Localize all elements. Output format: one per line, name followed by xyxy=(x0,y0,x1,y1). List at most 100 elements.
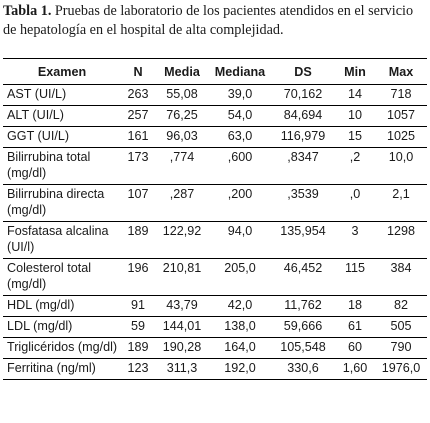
cell-n: 59 xyxy=(130,319,145,333)
table-header: Examen N Media Mediana DS Min Max xyxy=(3,58,427,85)
cell-max: 384 xyxy=(390,261,412,275)
table-caption: Tabla 1. Pruebas de laboratorio de los p… xyxy=(3,2,427,40)
cell-mediana: ,200 xyxy=(227,187,253,201)
cell-mediana: 39,0 xyxy=(227,87,253,101)
table-body: AST (UI/L) 263 55,08 39,0 70,162 14 718 … xyxy=(3,85,427,380)
cell-n: 189 xyxy=(127,224,149,238)
header-ds: DS xyxy=(294,64,312,79)
cell-media: ,287 xyxy=(169,187,195,201)
cell-ds: 330,6 xyxy=(287,361,319,375)
cell-min: 14 xyxy=(347,87,362,101)
cell-media: 96,03 xyxy=(166,129,198,143)
cell-examen: Triglicéridos (mg/dl) xyxy=(7,340,118,354)
table-row: AST (UI/L) 263 55,08 39,0 70,162 14 718 xyxy=(3,85,427,106)
cell-mediana: 138,0 xyxy=(224,319,256,333)
header-row: Examen N Media Mediana DS Min Max xyxy=(3,58,427,85)
cell-n: 196 xyxy=(127,261,149,275)
cell-mediana: ,600 xyxy=(227,150,253,164)
cell-ds: 59,666 xyxy=(283,319,323,333)
cell-mediana: 94,0 xyxy=(227,224,253,238)
cell-min: 1,60 xyxy=(342,361,368,375)
cell-ds: 70,162 xyxy=(283,87,323,101)
cell-mediana: 54,0 xyxy=(227,108,253,122)
header-media: Media xyxy=(164,64,200,79)
cell-max: 718 xyxy=(390,87,412,101)
table-row: Bilirrubina total (mg/dl) 173 ,774 ,600 … xyxy=(3,148,427,185)
cell-n: 257 xyxy=(127,108,149,122)
cell-examen: HDL (mg/dl) xyxy=(7,298,75,312)
header-max: Max xyxy=(388,64,414,79)
cell-media: 190,28 xyxy=(162,340,202,354)
cell-max: 505 xyxy=(390,319,412,333)
caption-text: Pruebas de laboratorio de los pacientes … xyxy=(3,3,414,38)
cell-examen: AST (UI/L) xyxy=(7,87,67,101)
header-examen: Examen xyxy=(37,64,87,79)
table-row: Colesterol total (mg/dl) 196 210,81 205,… xyxy=(3,259,427,296)
cell-examen: Fosfatasa alcalina (UI/l) xyxy=(7,224,109,254)
cell-max: 10,0 xyxy=(388,150,414,164)
cell-examen: Bilirrubina total (mg/dl) xyxy=(7,150,91,180)
table-row: Bilirrubina directa (mg/dl) 107 ,287 ,20… xyxy=(3,185,427,222)
cell-ds: ,3539 xyxy=(287,187,319,201)
cell-n: 263 xyxy=(127,87,149,101)
cell-mediana: 205,0 xyxy=(224,261,256,275)
cell-max: 790 xyxy=(390,340,412,354)
cell-max: 1057 xyxy=(386,108,416,122)
cell-n: 123 xyxy=(127,361,149,375)
cell-max: 2,1 xyxy=(392,187,410,201)
cell-media: 76,25 xyxy=(166,108,198,122)
table-row: LDL (mg/dl) 59 144,01 138,0 59,666 61 50… xyxy=(3,317,427,338)
cell-min: 10 xyxy=(347,108,362,122)
cell-min: 3 xyxy=(351,224,359,238)
table-row: ALT (UI/L) 257 76,25 54,0 84,694 10 1057 xyxy=(3,106,427,127)
cell-n: 107 xyxy=(127,187,149,201)
header-min: Min xyxy=(344,64,366,79)
cell-media: ,774 xyxy=(169,150,195,164)
cell-media: 144,01 xyxy=(162,319,202,333)
cell-examen: GGT (UI/L) xyxy=(7,129,70,143)
cell-ds: 84,694 xyxy=(283,108,323,122)
cell-min: 61 xyxy=(347,319,362,333)
cell-min: 18 xyxy=(347,298,362,312)
cell-n: 189 xyxy=(127,340,149,354)
cell-max: 1976,0 xyxy=(381,361,421,375)
cell-mediana: 164,0 xyxy=(224,340,256,354)
lab-results-table: Examen N Media Mediana DS Min Max AST (U… xyxy=(3,58,427,380)
table-row: GGT (UI/L) 161 96,03 63,0 116,979 15 102… xyxy=(3,127,427,148)
cell-mediana: 42,0 xyxy=(227,298,253,312)
cell-media: 55,08 xyxy=(166,87,198,101)
cell-n: 91 xyxy=(130,298,145,312)
cell-mediana: 192,0 xyxy=(224,361,256,375)
cell-examen: Ferritina (ng/ml) xyxy=(7,361,96,375)
cell-ds: 46,452 xyxy=(283,261,323,275)
cell-media: 311,3 xyxy=(166,361,198,375)
cell-min: 60 xyxy=(347,340,362,354)
header-mediana: Mediana xyxy=(214,64,266,79)
cell-min: 15 xyxy=(347,129,362,143)
cell-ds: 11,762 xyxy=(284,298,322,312)
cell-media: 122,92 xyxy=(162,224,202,238)
cell-min: ,2 xyxy=(349,150,361,164)
caption-label: Tabla 1. xyxy=(3,3,52,19)
cell-min: 115 xyxy=(344,261,366,275)
cell-mediana: 63,0 xyxy=(227,129,253,143)
cell-examen: LDL (mg/dl) xyxy=(7,319,73,333)
cell-ds: 105,548 xyxy=(280,340,326,354)
cell-media: 43,79 xyxy=(166,298,198,312)
cell-examen: Bilirrubina directa (mg/dl) xyxy=(7,187,105,217)
cell-max: 82 xyxy=(393,298,408,312)
cell-examen: Colesterol total (mg/dl) xyxy=(7,261,91,291)
cell-max: 1298 xyxy=(386,224,416,238)
table-row: Ferritina (ng/ml) 123 311,3 192,0 330,6 … xyxy=(3,359,427,380)
table-row: Fosfatasa alcalina (UI/l) 189 122,92 94,… xyxy=(3,222,427,259)
cell-ds: 135,954 xyxy=(280,224,326,238)
header-n: N xyxy=(133,64,143,79)
table-row: HDL (mg/dl) 91 43,79 42,0 11,762 18 82 xyxy=(3,296,427,317)
cell-max: 1025 xyxy=(386,129,416,143)
cell-min: ,0 xyxy=(349,187,361,201)
cell-examen: ALT (UI/L) xyxy=(7,108,64,122)
cell-ds: ,8347 xyxy=(287,150,319,164)
cell-media: 210,81 xyxy=(162,261,202,275)
cell-n: 173 xyxy=(127,150,149,164)
table-row: Triglicéridos (mg/dl) 189 190,28 164,0 1… xyxy=(3,338,427,359)
